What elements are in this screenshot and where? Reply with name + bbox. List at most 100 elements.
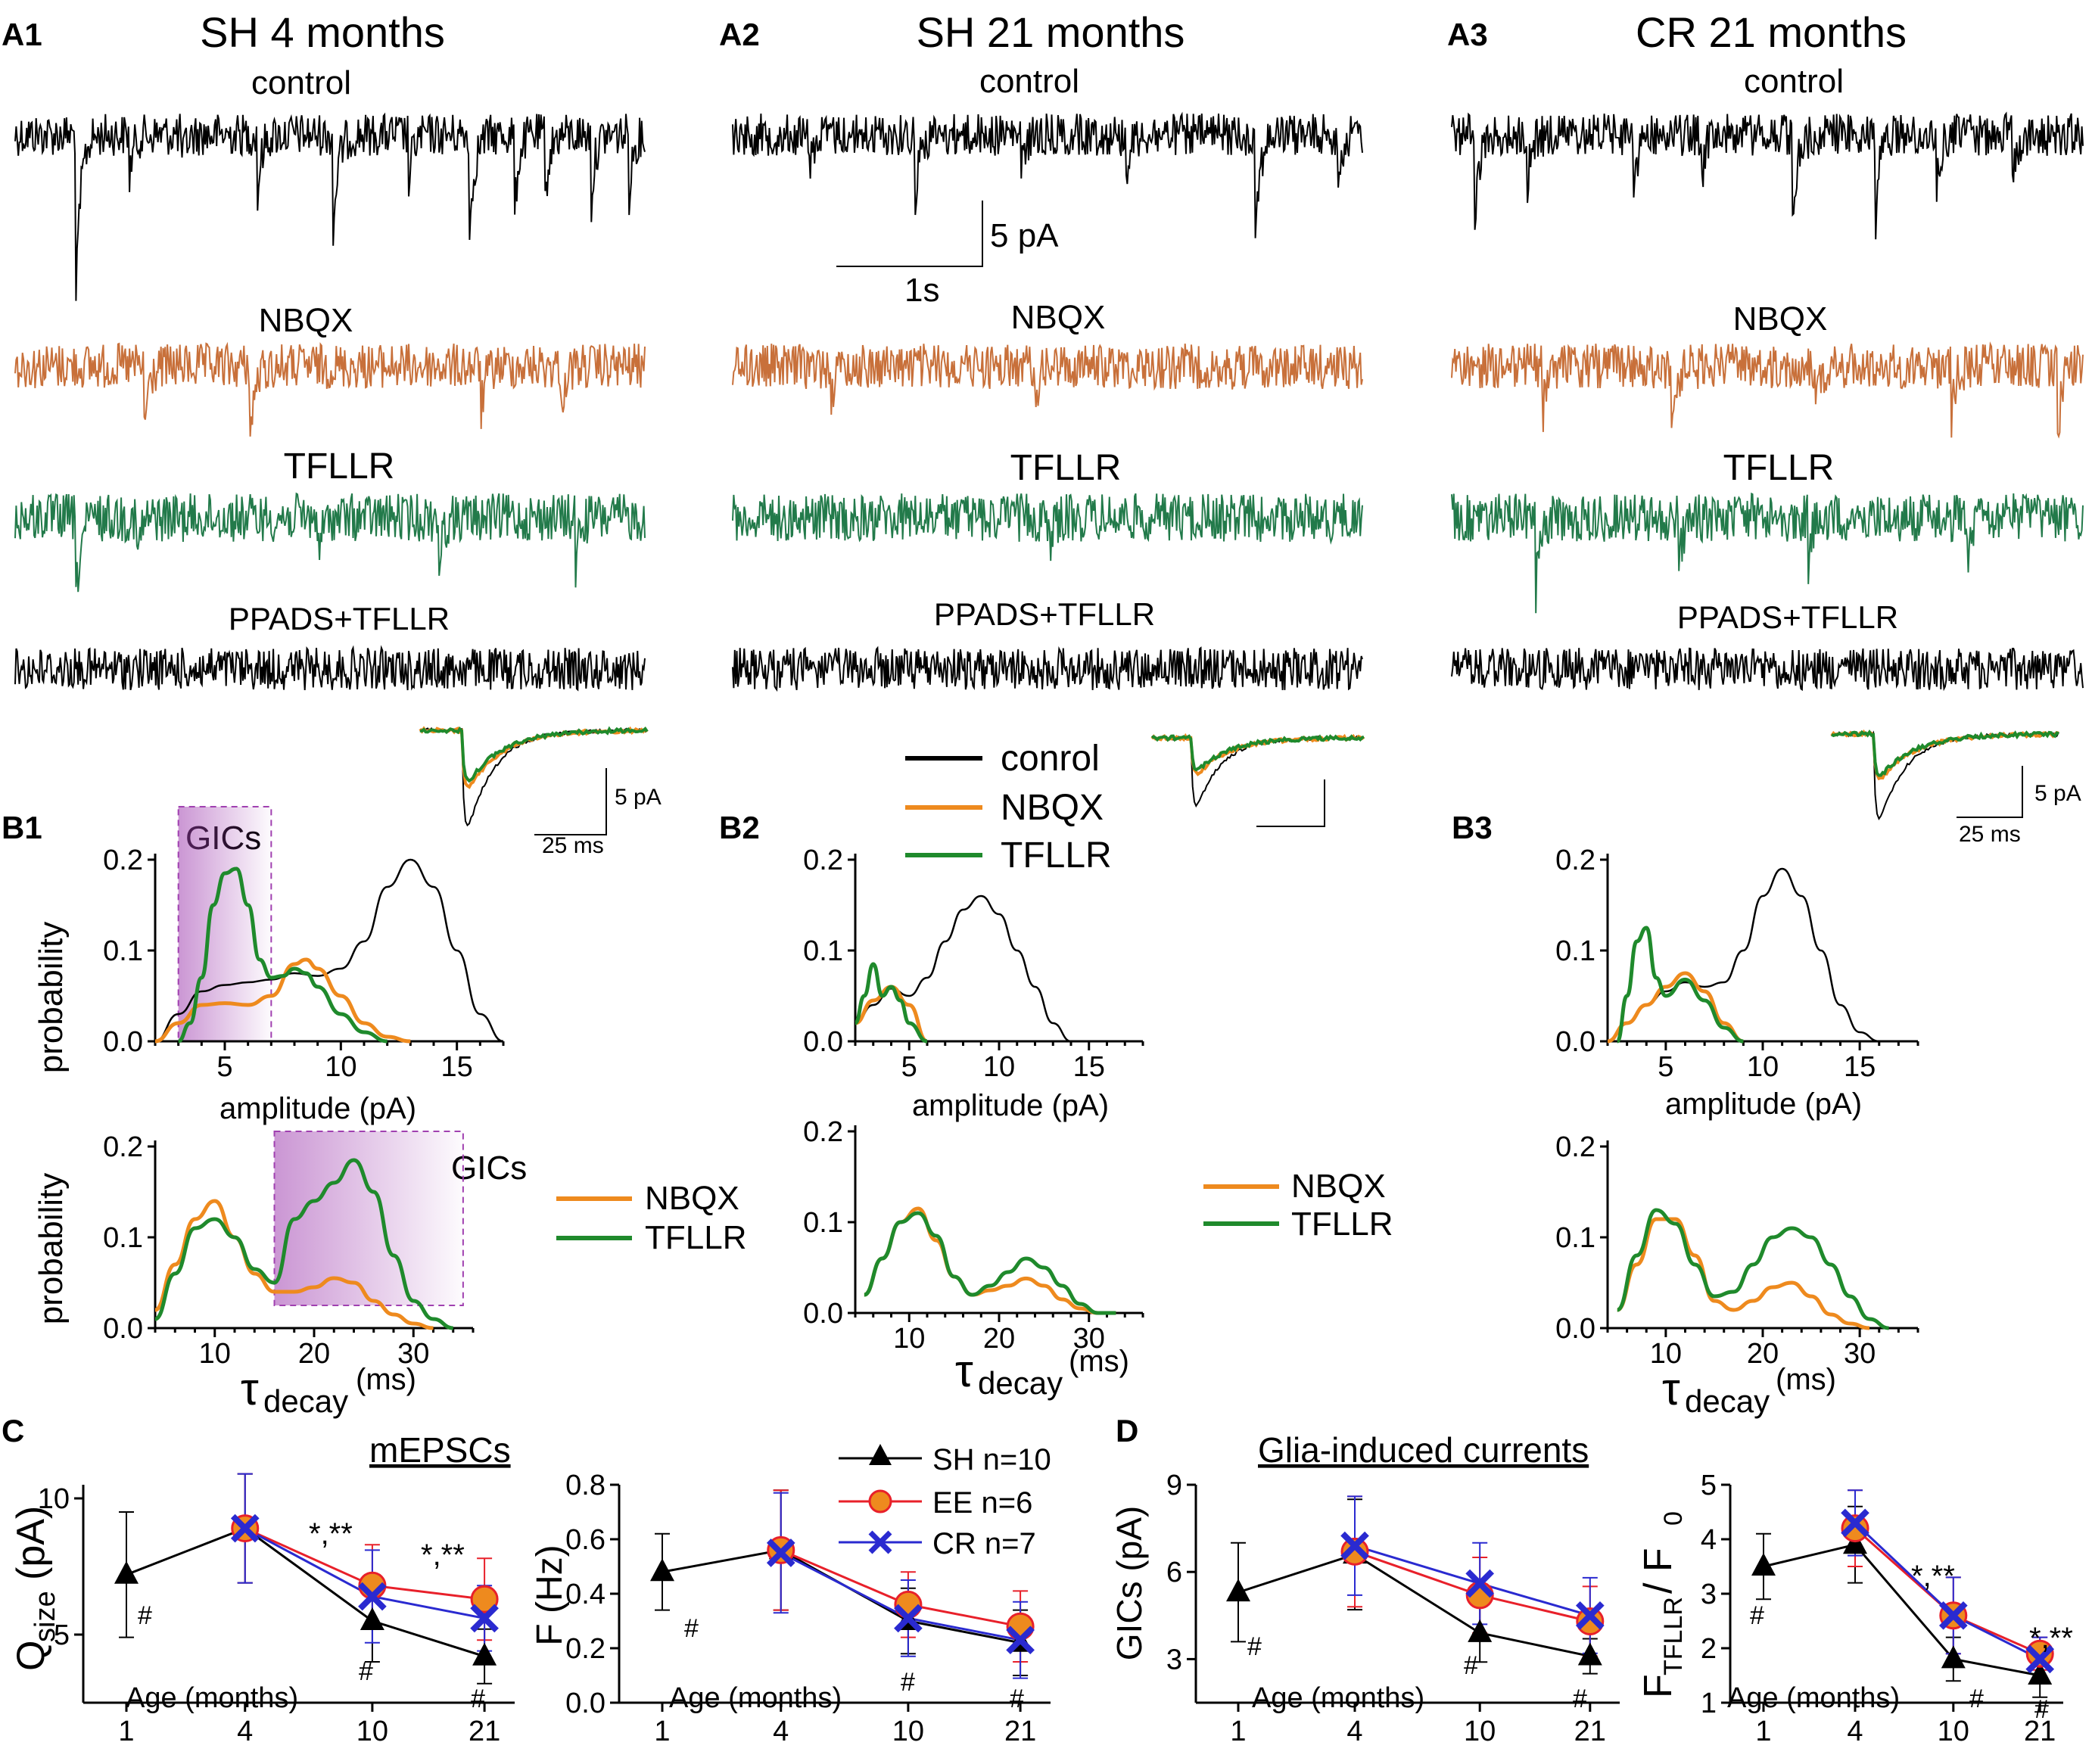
label-ppads-a3: PPADS+TFLLR bbox=[1677, 599, 1898, 635]
x-tick-label: 20 bbox=[298, 1338, 330, 1370]
label-tfllr-a1: TFLLR bbox=[284, 446, 395, 487]
legend-control: conrol bbox=[1001, 739, 1100, 779]
x-tick-label: 10 bbox=[892, 1716, 924, 1747]
legend-decay-b2-tfllr: TFLLR bbox=[1291, 1206, 1393, 1243]
x-tick-label: 15 bbox=[1844, 1051, 1876, 1083]
ylabel-freq: F (Hz) bbox=[530, 1545, 570, 1645]
averaged-events bbox=[419, 726, 2059, 827]
x-tick-label: 21 bbox=[1574, 1716, 1606, 1747]
inset-b1-tfllr bbox=[419, 726, 649, 783]
y-tick-label: 0.2 bbox=[1555, 1131, 1595, 1163]
legend-groups: SH n=10 EE n=6 CR n=7 bbox=[839, 1443, 1051, 1560]
x-tick-label: 30 bbox=[1844, 1338, 1876, 1370]
dist-B1_amplitude: 0.0 0.1 0.2 5 10 15 bbox=[103, 806, 505, 1083]
series-B3_decay-TFLLR bbox=[1616, 1208, 1889, 1330]
xlabel-tau-b2: τ decay (ms) bbox=[955, 1345, 1129, 1401]
y-tick-label: 0.1 bbox=[803, 1207, 843, 1239]
series-B2_decay-TFLLR bbox=[863, 1211, 1116, 1315]
scalebar-b2-lines bbox=[1256, 779, 1325, 827]
panel-tag-a1: A1 bbox=[2, 17, 42, 52]
marker-ee bbox=[470, 1585, 499, 1613]
marker-ee bbox=[1340, 1537, 1369, 1566]
age-label-c2: Age (months) bbox=[669, 1682, 842, 1714]
age-label-c1: Age (months) bbox=[126, 1682, 298, 1714]
marker-cr bbox=[766, 1538, 795, 1567]
legend-traces: conrol NBQX TFLLR bbox=[905, 739, 1112, 876]
x-tick-label: 30 bbox=[1073, 1323, 1105, 1355]
marker-cr bbox=[1340, 1531, 1369, 1560]
sig-star-d-21: *,** bbox=[2029, 1622, 2073, 1655]
marker-cr bbox=[1841, 1508, 1869, 1538]
trace-a1-row2 bbox=[14, 341, 646, 437]
trace-a2-row4 bbox=[732, 646, 1363, 692]
y-tick-label: 0.0 bbox=[1555, 1026, 1595, 1058]
trace-a1-row1 bbox=[14, 112, 646, 301]
sig-hash-d1-21: # bbox=[1573, 1685, 1587, 1713]
marker-ee bbox=[1006, 1612, 1035, 1641]
y-tick-label: 0.0 bbox=[565, 1688, 605, 1719]
series-B1_amplitude-control bbox=[154, 858, 504, 1043]
sig-hash-d2-1: # bbox=[1750, 1601, 1764, 1630]
age-plot-D_ratio: 1 2 3 4 5 1 4 10 21 bbox=[1701, 1470, 2063, 1747]
sig-star-d-10: *,** bbox=[1911, 1560, 1955, 1593]
age-plot-D_gic: 3 6 9 1 4 10 21 bbox=[1166, 1470, 1620, 1747]
marker-sh bbox=[1226, 1579, 1250, 1602]
tau-decay-b1: decay bbox=[263, 1383, 348, 1419]
y-tick-label: 0.4 bbox=[565, 1579, 605, 1610]
legend-nbqx: NBQX bbox=[1001, 788, 1104, 828]
series-B2_amplitude-TFLLR bbox=[853, 962, 928, 1044]
ylabel-qsize: Q size (pA) bbox=[9, 1506, 61, 1671]
series-B3_decay-NBQX bbox=[1616, 1217, 1870, 1330]
y-tick-label: 1 bbox=[1701, 1688, 1717, 1719]
y-tick-label: 3 bbox=[1701, 1579, 1717, 1610]
scalebar-a-amp: 5 pA bbox=[990, 217, 1059, 254]
label-tfllr-a2: TFLLR bbox=[1010, 448, 1122, 488]
marker-sh bbox=[2028, 1662, 2053, 1685]
label-tfllr-a3: TFLLR bbox=[1723, 448, 1835, 488]
xlabel-tau-b3: τ decay (ms) bbox=[1662, 1363, 1836, 1419]
tau-ms-b2: (ms) bbox=[1069, 1345, 1129, 1378]
label-ppads-a2: PPADS+TFLLR bbox=[934, 596, 1155, 632]
y-tick-label: 0.0 bbox=[103, 1313, 143, 1345]
trace-a3-row2 bbox=[1451, 341, 2084, 439]
marker-sh bbox=[1468, 1619, 1493, 1642]
sig-star-c-10: *,** bbox=[309, 1517, 353, 1551]
label-ppads-a1: PPADS+TFLLR bbox=[229, 601, 450, 636]
legend-marker-cr bbox=[868, 1530, 892, 1554]
title-mepscs: mEPSCs bbox=[369, 1430, 511, 1470]
y-tick-label: 0.1 bbox=[803, 935, 843, 967]
tau-symbol-b3: τ bbox=[1662, 1364, 1680, 1414]
xlabel-amp-b3: amplitude (pA) bbox=[1665, 1087, 1862, 1121]
y-tick-label: 0.2 bbox=[565, 1633, 605, 1665]
x-tick-label: 4 bbox=[1847, 1716, 1863, 1747]
sig-hash-d2-10: # bbox=[1969, 1685, 1984, 1713]
scalebar-b3-lines bbox=[1957, 766, 2023, 818]
x-tick-label: 10 bbox=[1747, 1051, 1779, 1083]
dist-B2_decay: 0.0 0.1 0.2 10 20 30 bbox=[803, 1116, 1144, 1355]
y-tick-label: 5 bbox=[54, 1619, 70, 1651]
x-tick-label: 4 bbox=[1346, 1716, 1362, 1747]
series-line-D_ratio-SH bbox=[1763, 1543, 2041, 1677]
marker-sh bbox=[360, 1607, 384, 1630]
panel-tag-b2: B2 bbox=[719, 810, 760, 845]
y-tick-label: 0.2 bbox=[803, 845, 843, 876]
trace-a2-row2 bbox=[732, 344, 1363, 415]
inset-b3-tfllr bbox=[1831, 729, 2059, 777]
ylabel-qsize-unit: (pA) bbox=[9, 1506, 53, 1580]
legend-decay-b1: NBQX TFLLR bbox=[556, 1180, 746, 1256]
x-tick-label: 20 bbox=[983, 1323, 1015, 1355]
trace-a2-row3 bbox=[732, 493, 1363, 562]
label-nbqx-a1: NBQX bbox=[259, 302, 353, 339]
panel-tag-a2: A2 bbox=[719, 17, 760, 52]
panel-title-a2: SH 21 months bbox=[917, 8, 1185, 56]
marker-sh bbox=[114, 1560, 139, 1584]
title-glia: Glia-induced currents bbox=[1258, 1430, 1589, 1470]
distribution-plots: 0.0 0.1 0.2 5 10 15 0.0 0.1 0.2 10 20 30 0.0 0.1 0.2 5 1… bbox=[103, 806, 1919, 1370]
x-tick-label: 21 bbox=[2024, 1716, 2056, 1747]
x-tick-label: 10 bbox=[199, 1338, 231, 1370]
y-tick-label: 0.8 bbox=[565, 1470, 605, 1501]
legend-sh: SH n=10 bbox=[932, 1443, 1051, 1476]
panel-tag-d: D bbox=[1116, 1413, 1138, 1448]
y-tick-label: 0.2 bbox=[1555, 845, 1595, 876]
